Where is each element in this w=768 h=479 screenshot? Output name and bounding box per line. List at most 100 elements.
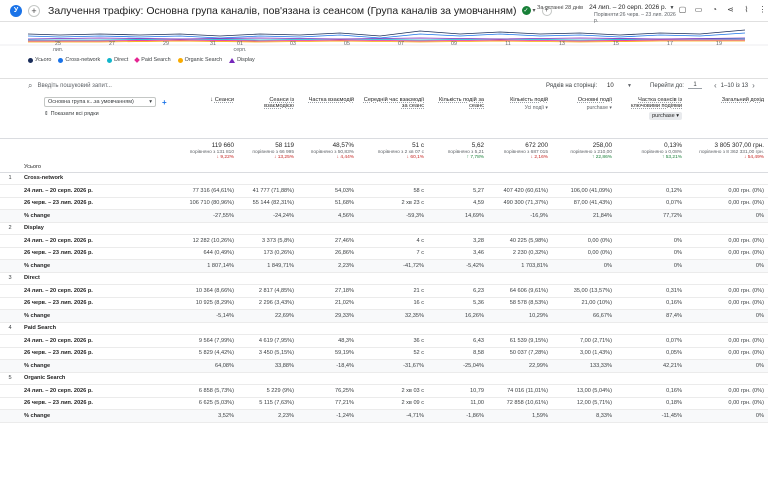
row-number: 5 — [0, 372, 20, 385]
legend-item[interactable]: Direct — [107, 57, 128, 63]
insights-icon[interactable]: ◔ — [712, 5, 717, 14]
more-icon[interactable]: ⋮ — [758, 5, 767, 14]
empty-cell — [428, 322, 489, 335]
header-engaged-sessions[interactable]: Сеанси із взаємодією — [238, 93, 299, 139]
totals-value: 119 660 — [211, 141, 235, 149]
add-button[interactable]: + — [541, 5, 552, 16]
totals-delta: ↑ 7,78% — [466, 154, 485, 160]
empty-cell — [358, 272, 429, 285]
totals-compare: порівняно з 131 810 — [189, 149, 235, 155]
series-direct-line — [28, 38, 745, 41]
metric-cell: 1 849,71% — [238, 259, 299, 273]
metric-cell: 0,00 грн. (0%) — [686, 397, 768, 410]
channel-name[interactable]: Direct — [20, 272, 179, 285]
metric-cell: 5,36 — [428, 297, 489, 310]
totals-delta: ↓ 9,22% — [216, 154, 235, 160]
metric-cell: 0% — [686, 409, 768, 423]
key-event-select[interactable]: purchase ▾ — [586, 105, 613, 112]
channel-name[interactable]: Display — [20, 222, 179, 235]
empty-cell — [238, 372, 299, 385]
empty-cell — [428, 372, 489, 385]
metric-cell: 21,84% — [552, 209, 617, 223]
channel-name[interactable]: Paid Search — [20, 322, 179, 335]
row-number: 3 — [0, 272, 20, 285]
empty-cell — [298, 272, 359, 285]
header-avg-engagement-time[interactable]: Середній час взаємодії за сеанс — [358, 93, 429, 139]
legend-item[interactable]: Cross-network — [58, 57, 100, 63]
totals-delta: ↑ 22,86% — [592, 154, 613, 160]
metric-cell: 64 606 (9,61%) — [488, 284, 553, 298]
table-row: 26 черв. – 23 лип. 2026 р. 6 625 (5,03%) 5… — [0, 397, 768, 410]
totals-cell: 58 119 порівняно з 66 995 ↓ 13,25% — [238, 138, 299, 173]
share-icon[interactable]: ⋖ — [727, 5, 734, 14]
metric-cell: 2,23% — [298, 259, 359, 273]
metric-cell: 0,00 грн. (0%) — [686, 247, 768, 260]
header-event-count[interactable]: Кількість подій Усі події ▾ — [488, 93, 553, 139]
row-spacer — [0, 334, 20, 348]
header-session-key-event-rate[interactable]: Частка сеансів із ключовими подіями purch… — [616, 93, 687, 139]
series-display-line — [27, 37, 746, 40]
group-row[interactable]: 1 Cross-network — [0, 172, 768, 185]
legend-label: Усього — [35, 57, 52, 63]
chevron-down-icon[interactable]: ▼ — [627, 82, 632, 89]
explore-icon[interactable]: ⌇ — [744, 5, 749, 14]
legend-item[interactable]: Display — [229, 57, 255, 63]
event-select[interactable]: Усі події ▾ — [524, 105, 549, 112]
add-comparison-button[interactable]: + — [28, 4, 40, 17]
empty-cell — [298, 172, 359, 185]
dimension-select[interactable]: Основна група к...за умовчанням) ▾ — [44, 97, 156, 107]
header-key-events[interactable]: Основні події purchase ▾ — [552, 93, 617, 139]
metric-cell: 0,00 грн. (0%) — [686, 334, 768, 348]
empty-cell — [552, 322, 617, 335]
date-range-picker[interactable]: За останні 28 днів 24 лип. – 20 серп. 20… — [537, 4, 677, 24]
group-row[interactable]: 5 Organic Search — [0, 372, 768, 385]
metric-cell: 36 с — [358, 334, 429, 348]
search-input[interactable]: Введіть пошуковий запит... — [37, 82, 112, 89]
dimension-header-cell: Основна група к...за умовчанням) ▾ + ⇕ Пок… — [0, 93, 179, 139]
prev-page-icon[interactable]: ‹ — [714, 81, 717, 90]
legend-item[interactable]: Усього — [28, 57, 51, 63]
totals-cell: 3 805 307,00 грн. порівняно з 8 362 331,0… — [686, 138, 768, 173]
x-tick-label: 17 — [667, 41, 673, 47]
metric-cell: -18,4% — [298, 359, 359, 373]
legend-item[interactable]: Organic Search — [177, 57, 222, 63]
metric-cell: 644 (0,49%) — [178, 247, 239, 260]
check-icon[interactable]: ✓ — [521, 6, 531, 15]
key-event-chip[interactable]: purchase ▾ — [649, 111, 683, 121]
empty-cell — [616, 272, 687, 285]
group-row[interactable]: 2 Display — [0, 222, 768, 235]
totals-value: 51 с — [412, 141, 425, 149]
legend-item[interactable]: Paid Search — [134, 57, 171, 63]
app-badge[interactable]: У — [10, 4, 22, 17]
chevron-down-icon[interactable]: ▾ — [532, 8, 536, 14]
metric-cell: 6 858 (5,73%) — [178, 384, 239, 398]
totals-compare: порівняно з 687 015 — [503, 149, 549, 155]
metric-cell: 77 316 (64,61%) — [178, 184, 239, 198]
metric-cell: 106 710 (80,96%) — [178, 197, 239, 210]
next-page-icon[interactable]: › — [752, 81, 755, 90]
show-all-rows-toggle[interactable]: ⇕ Показати всі рядки — [44, 111, 99, 117]
header-events-per-session[interactable]: Кількість подій за сеанс — [428, 93, 489, 139]
totals-label: Усього — [20, 138, 179, 173]
header-sessions[interactable]: ↓ Сеанси — [178, 93, 239, 139]
metric-cell: 27,46% — [298, 234, 359, 248]
metric-cell: 72 858 (10,61%) — [488, 397, 553, 410]
annotation-icon[interactable]: ▭ — [694, 5, 703, 14]
channel-name[interactable]: Organic Search — [20, 372, 179, 385]
metric-cell: 0,07% — [616, 334, 687, 348]
metric-cell: 2 хв 03 с — [358, 384, 429, 398]
report-toolbar: ▢ ▭ ◔ ⋖ ⌇ ⋮ — [678, 5, 767, 14]
edit-report-icon[interactable]: ▢ — [678, 5, 687, 14]
group-row[interactable]: 4 Paid Search — [0, 322, 768, 335]
group-row[interactable]: 3 Direct — [0, 272, 768, 285]
add-dimension-icon[interactable]: + — [162, 97, 167, 107]
period-label: % change — [20, 209, 179, 223]
channel-name[interactable]: Cross-network — [20, 172, 179, 185]
empty-cell — [488, 172, 553, 185]
header-engagement-rate[interactable]: Частка взаємодій — [298, 93, 359, 139]
metric-cell: 58 с — [358, 184, 429, 198]
header-total-revenue[interactable]: Загальний дохід — [686, 93, 768, 139]
metric-cell: 0,00 грн. (0%) — [686, 284, 768, 298]
rows-per-page-select[interactable]: 10 — [607, 82, 614, 89]
goto-page-input[interactable]: 1 — [688, 82, 702, 89]
